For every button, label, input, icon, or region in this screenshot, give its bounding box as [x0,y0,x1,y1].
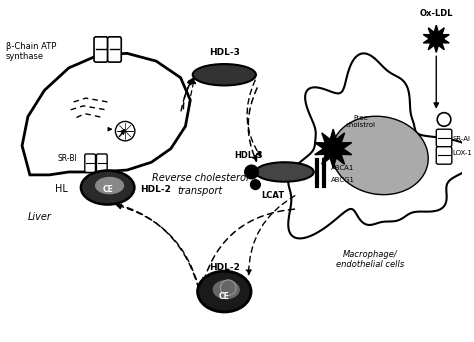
Ellipse shape [193,64,256,86]
Text: SR-BI: SR-BI [57,154,77,163]
Ellipse shape [213,280,240,299]
Text: Free
cholstrol: Free cholstrol [346,115,375,128]
Text: HL: HL [55,184,67,195]
Ellipse shape [331,116,428,195]
Ellipse shape [255,162,314,182]
Text: HDL-2: HDL-2 [140,185,171,194]
Ellipse shape [198,271,251,312]
FancyBboxPatch shape [94,37,108,62]
Ellipse shape [81,171,135,205]
Text: CE: CE [219,292,230,301]
Text: SR-AI: SR-AI [453,136,471,142]
Text: LOX-1: LOX-1 [453,149,473,156]
Text: Reverse cholesterol
transport: Reverse cholesterol transport [152,173,248,196]
Text: ABCA1: ABCA1 [331,165,355,171]
Text: LCAT: LCAT [261,192,284,200]
FancyBboxPatch shape [436,129,452,147]
Circle shape [251,180,260,189]
Text: ABCG1: ABCG1 [331,177,355,183]
Text: CE: CE [102,185,113,194]
Polygon shape [315,129,352,168]
Text: Macrophage/
endothelial cells: Macrophage/ endothelial cells [336,250,404,269]
Polygon shape [423,25,449,52]
Text: HDL-2: HDL-2 [209,263,240,272]
Circle shape [245,165,258,179]
FancyBboxPatch shape [85,154,95,172]
FancyBboxPatch shape [97,154,107,172]
Text: HDL-3: HDL-3 [235,151,263,160]
Text: Liver: Liver [28,212,52,222]
Text: β-Chain ATP
synthase: β-Chain ATP synthase [6,42,56,61]
Text: Ox-LDL: Ox-LDL [419,9,453,18]
Ellipse shape [95,177,124,194]
FancyBboxPatch shape [436,147,452,164]
Text: HDL-3: HDL-3 [209,48,240,57]
FancyBboxPatch shape [108,37,121,62]
